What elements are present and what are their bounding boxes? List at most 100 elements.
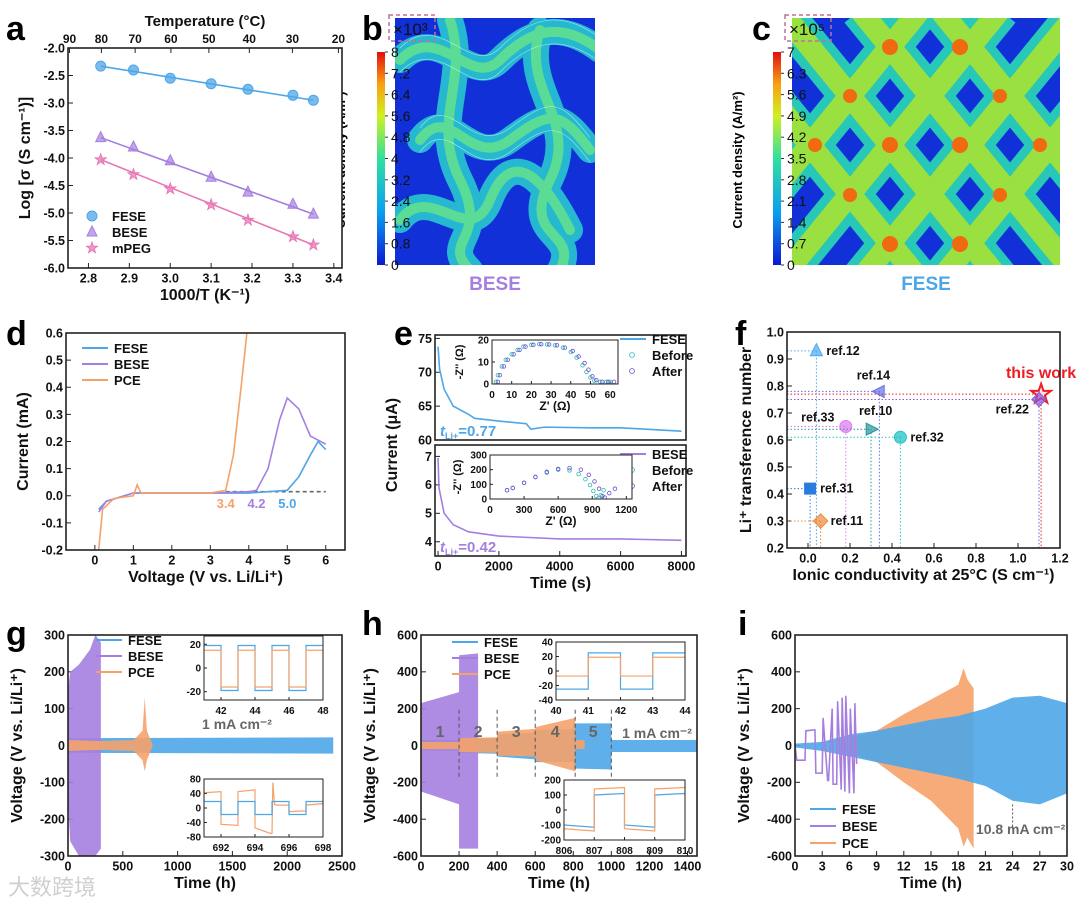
y-axis-label: -Z'' (Ω) bbox=[454, 344, 466, 379]
y-tick-label: 300 bbox=[470, 451, 487, 462]
fese-colorbar-label: Current density (A/m²) bbox=[730, 91, 745, 228]
after-point bbox=[523, 344, 528, 349]
plot-area bbox=[204, 636, 323, 700]
legend-label: After bbox=[652, 479, 682, 494]
x-tick-label: 600 bbox=[550, 505, 567, 516]
y-tick-label: 1.0 bbox=[767, 325, 784, 339]
after-point bbox=[510, 485, 515, 491]
y-tick-label: 0 bbox=[481, 495, 487, 506]
x-axis-label: Ionic conductivity at 25°C (S cm⁻¹) bbox=[793, 567, 1055, 584]
x-tick-label: 200 bbox=[449, 860, 470, 874]
x-tick-label: 0 bbox=[91, 554, 98, 568]
legend-label: BESE bbox=[114, 357, 150, 372]
x-tick-label: 1500 bbox=[218, 860, 246, 874]
y-tick-label: 6 bbox=[425, 478, 432, 492]
colorbar-tick-label: 3.2 bbox=[391, 172, 411, 188]
y-tick-label: -400 bbox=[767, 813, 792, 827]
series-layer bbox=[204, 644, 323, 692]
before-point bbox=[495, 373, 501, 378]
bese-point bbox=[94, 130, 107, 143]
y-axis-label: Voltage (V vs. Li/Li⁺) bbox=[9, 668, 26, 823]
panel-label-c: c bbox=[752, 10, 771, 48]
bese-multiplier-box bbox=[388, 14, 436, 42]
data-point-label: ref.12 bbox=[826, 344, 859, 358]
before-point bbox=[515, 347, 520, 353]
plot-frame bbox=[203, 635, 324, 701]
top-tick-label: 50 bbox=[202, 32, 216, 46]
after-point bbox=[592, 479, 597, 484]
data-point bbox=[1031, 391, 1047, 408]
legend-label: BESE bbox=[112, 225, 148, 240]
after-point bbox=[497, 373, 503, 378]
data-point-label: ref.31 bbox=[820, 482, 853, 496]
after-point bbox=[555, 466, 561, 472]
x-tick-label: 1.2 bbox=[1051, 552, 1068, 566]
x-tick-label: 806 bbox=[556, 846, 573, 857]
colorbar-tick-label: 4 bbox=[391, 151, 399, 167]
y-tick-label: 100 bbox=[544, 791, 561, 802]
plot-frame bbox=[67, 47, 343, 269]
t-value: =0.77 bbox=[458, 423, 496, 440]
plot-frame bbox=[563, 779, 686, 841]
x-tick-label: 9 bbox=[873, 860, 880, 874]
y-axis-label: -Z'' (Ω) bbox=[452, 459, 464, 494]
y-tick-label: -2.5 bbox=[43, 69, 65, 83]
panel-label-f: f bbox=[735, 315, 747, 353]
y-tick-label: -3.5 bbox=[43, 124, 65, 138]
after-point bbox=[612, 486, 618, 491]
chart-e2i: 0 300 600 900 1200 0 100 200 300 Z' (Ω) -Z'' (Ω) bbox=[452, 451, 638, 529]
onset-label: 5.0 bbox=[278, 496, 296, 511]
plot-area bbox=[492, 340, 618, 384]
x-tick-label: 6 bbox=[322, 554, 329, 568]
before-point bbox=[537, 341, 542, 347]
top-tick-label: 20 bbox=[332, 32, 346, 46]
x-tick-label: 8000 bbox=[668, 560, 696, 574]
x-axis-label: 1000/T (K⁻¹) bbox=[160, 287, 250, 304]
data-point bbox=[809, 342, 824, 357]
y-tick-label: 0.4 bbox=[767, 487, 784, 501]
plot-area bbox=[204, 779, 323, 837]
y-tick-label: 0 bbox=[195, 804, 201, 815]
top-axis-label: Temperature (°C) bbox=[145, 13, 266, 30]
y-tick-label: 200 bbox=[397, 702, 418, 716]
t-symbol: t bbox=[440, 539, 446, 556]
legend-label: PCE bbox=[128, 665, 155, 680]
legend-marker bbox=[86, 224, 98, 237]
current-density-note: 1 mA cm⁻² bbox=[622, 725, 692, 741]
x-tick-label: 0.2 bbox=[841, 552, 858, 566]
bese-multiplier: ×10³ bbox=[393, 20, 428, 39]
after-point bbox=[576, 354, 581, 359]
x-tick-label: 500 bbox=[112, 860, 133, 874]
y-axis-label: Current (μA) bbox=[384, 398, 401, 492]
data-point-label: this work bbox=[1006, 365, 1076, 382]
colorbar-tick-label: 0 bbox=[787, 257, 795, 273]
x-tick-label: 5 bbox=[284, 554, 291, 568]
before-point bbox=[509, 352, 514, 357]
colorbar-tick-label: 0 bbox=[391, 257, 399, 273]
x-tick-label: 60 bbox=[605, 390, 617, 401]
y-tick-label: 60 bbox=[418, 433, 432, 447]
bese-point bbox=[127, 139, 140, 152]
stage-label: 1 bbox=[436, 724, 445, 741]
data-point-label: ref.11 bbox=[831, 514, 864, 528]
t-value: =0.42 bbox=[458, 539, 496, 556]
colorbar-tick-label: 4.2 bbox=[787, 129, 807, 145]
x-tick-label: 50 bbox=[585, 390, 597, 401]
series-layer bbox=[795, 668, 1067, 849]
after-point bbox=[544, 469, 549, 475]
fese-series bbox=[795, 695, 1067, 805]
y-tick-label: 600 bbox=[771, 628, 792, 642]
colorbar-tick-label: 3.5 bbox=[787, 151, 807, 167]
y-tick-label: 5 bbox=[425, 507, 432, 521]
before-point bbox=[594, 493, 599, 499]
before-point bbox=[596, 496, 601, 499]
data-point-label: ref.10 bbox=[859, 404, 892, 418]
x-tick-label: 44 bbox=[679, 706, 691, 717]
panel-label-d: d bbox=[6, 315, 27, 353]
y-tick-label: -20 bbox=[187, 687, 202, 698]
data-point-label: ref.22 bbox=[996, 403, 1029, 417]
x-tick-label: 2000 bbox=[485, 560, 513, 574]
chart-hi2: 806 807 808 809 810 -200 -100 0 100 200 bbox=[541, 776, 694, 858]
x-tick-label: 0 bbox=[487, 505, 493, 516]
